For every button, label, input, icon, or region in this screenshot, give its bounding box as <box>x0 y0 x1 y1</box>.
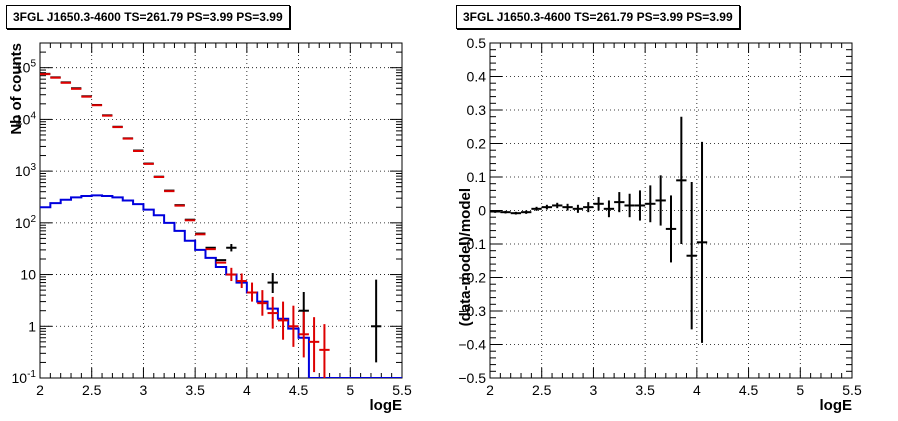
y-tick-exponent: 3 <box>30 162 36 173</box>
y-tick-label: −0.3 <box>458 303 486 319</box>
y-tick-label: 0.3 <box>467 102 487 118</box>
plot-frame <box>39 42 403 379</box>
y-tick-label: 103 <box>15 162 37 179</box>
y-tick-label: 0.4 <box>467 69 487 85</box>
x-tick-label: 4.5 <box>739 382 759 398</box>
counts-spectrum-plot: 2 2.5 3 3.5 4 4.5 5 5.510-1110102103104105logEN… <box>8 42 412 414</box>
y-tick-label: 10-1 <box>12 369 37 386</box>
y-tick-label: 1 <box>28 318 36 334</box>
left-plot-title: 3FGL J1650.3-4600 TS=261.79 PS=3.99 PS=3… <box>6 5 290 29</box>
y-tick-exponent: 5 <box>30 59 36 70</box>
y-tick-label: 0 <box>478 203 486 219</box>
x-tick-label: 5 <box>796 382 804 398</box>
x-tick-label: 2 <box>36 382 44 398</box>
y-tick-label: 104 <box>15 110 37 127</box>
y-tick-label: −0.1 <box>458 236 486 252</box>
x-tick-label: 4 <box>693 382 701 398</box>
x-tick-label: 2.5 <box>532 382 552 398</box>
y-tick-label: −0.5 <box>458 370 486 386</box>
x-tick-label: 5 <box>346 382 354 398</box>
x-tick-label: 5.5 <box>842 382 862 398</box>
y-tick-label: 102 <box>15 214 37 231</box>
y-tick-label: −0.4 <box>458 337 486 353</box>
y-tick-base: 10 <box>15 215 31 231</box>
x-tick-label: 3 <box>590 382 598 398</box>
y-axis-label: Nb of counts <box>8 43 25 135</box>
y-tick-exponent: 4 <box>30 110 36 121</box>
x-tick-label: 3.5 <box>635 382 655 398</box>
y-tick-label: −0.2 <box>458 270 486 286</box>
y-tick-base: 10 <box>15 111 31 127</box>
y-tick-base: 10 <box>12 370 28 386</box>
y-tick-label: 0.2 <box>467 136 487 152</box>
x-axis-label: logE <box>370 397 403 414</box>
y-tick-base: 1 <box>28 318 36 334</box>
y-tick-label: 10 <box>20 267 36 283</box>
y-tick-label: 0.5 <box>467 35 487 51</box>
x-tick-label: 4 <box>243 382 251 398</box>
y-tick-label: 0.1 <box>467 169 487 185</box>
y-tick-label: 105 <box>15 59 37 76</box>
x-tick-label: 4.5 <box>289 382 309 398</box>
plot-area <box>40 72 402 378</box>
x-axis-label: logE <box>820 397 853 414</box>
residuals-plot: 2 2.5 3 3.5 4 4.5 5 5.5 −0.5 −0.4 −0.3 −0.2 −0.1 0 0.1… <box>457 35 862 414</box>
x-tick-label: 5.5 <box>392 382 412 398</box>
y-tick-exponent: -1 <box>27 369 36 380</box>
x-tick-label: 3 <box>140 382 148 398</box>
y-axis-label: (data-model)/model <box>457 188 474 326</box>
x-tick-label: 2 <box>486 382 494 398</box>
y-tick-base: 10 <box>20 267 36 283</box>
right-plot-title: 3FGL J1650.3-4600 TS=261.79 PS=3.99 PS=3… <box>456 5 740 29</box>
y-tick-base: 10 <box>15 163 31 179</box>
y-tick-exponent: 2 <box>30 214 36 225</box>
source-model-histogram <box>40 194 402 378</box>
y-tick-base: 10 <box>15 60 31 76</box>
x-tick-label: 3.5 <box>185 382 205 398</box>
x-tick-label: 2.5 <box>82 382 102 398</box>
